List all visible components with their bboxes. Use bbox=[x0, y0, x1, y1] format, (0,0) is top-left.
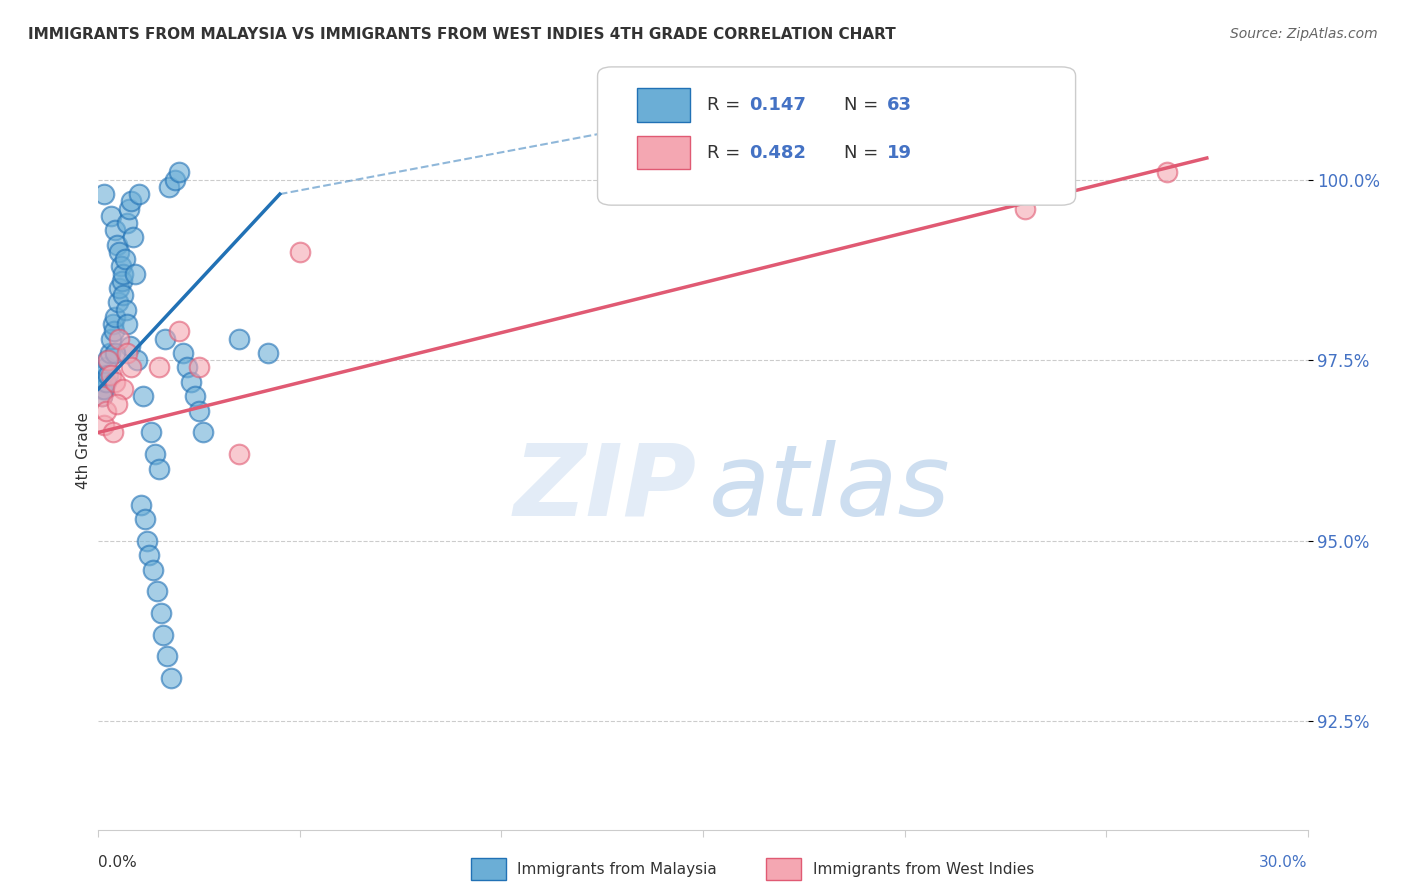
Point bbox=[97, 368, 120, 382]
Point bbox=[112, 288, 135, 302]
Point bbox=[107, 295, 129, 310]
Point bbox=[98, 346, 121, 360]
Text: ZIP: ZIP bbox=[515, 440, 697, 537]
Point bbox=[111, 274, 134, 288]
Y-axis label: 4th Grade: 4th Grade bbox=[76, 412, 91, 489]
Text: N =: N = bbox=[844, 144, 883, 161]
Point bbox=[103, 324, 125, 338]
Point bbox=[93, 382, 115, 396]
Point bbox=[152, 627, 174, 641]
Point bbox=[228, 447, 250, 461]
Text: R =: R = bbox=[707, 96, 747, 114]
Point bbox=[118, 339, 141, 353]
Point bbox=[193, 425, 215, 440]
Point bbox=[256, 346, 278, 360]
Point bbox=[100, 332, 122, 346]
Point bbox=[167, 165, 190, 179]
Point bbox=[148, 360, 170, 375]
Point bbox=[125, 353, 148, 368]
Point bbox=[107, 332, 129, 346]
Point bbox=[188, 403, 211, 417]
Text: Immigrants from Malaysia: Immigrants from Malaysia bbox=[517, 863, 717, 877]
Point bbox=[288, 244, 311, 259]
Point bbox=[115, 216, 138, 230]
Point bbox=[90, 382, 112, 396]
Point bbox=[124, 267, 146, 281]
Point bbox=[100, 368, 122, 382]
Point bbox=[138, 548, 160, 562]
Point bbox=[118, 202, 141, 216]
Text: Immigrants from West Indies: Immigrants from West Indies bbox=[813, 863, 1033, 877]
Point bbox=[120, 194, 142, 209]
Text: 30.0%: 30.0% bbox=[1260, 855, 1308, 870]
Point bbox=[180, 375, 202, 389]
Point bbox=[160, 671, 183, 685]
Text: 0.482: 0.482 bbox=[749, 144, 807, 161]
Point bbox=[135, 533, 157, 548]
Point bbox=[142, 563, 165, 577]
Point bbox=[143, 447, 166, 461]
Point bbox=[105, 237, 128, 252]
Point bbox=[93, 187, 115, 202]
Point bbox=[97, 353, 120, 368]
Point bbox=[184, 389, 207, 403]
Point bbox=[93, 418, 115, 433]
Point bbox=[153, 332, 176, 346]
Point bbox=[96, 403, 118, 417]
Point bbox=[111, 267, 134, 281]
Point bbox=[103, 375, 125, 389]
Point bbox=[103, 223, 125, 237]
Point bbox=[149, 606, 172, 620]
Point bbox=[117, 317, 139, 331]
Point bbox=[115, 346, 138, 360]
Point bbox=[108, 281, 131, 295]
Point bbox=[107, 244, 129, 259]
Point bbox=[114, 252, 136, 266]
Text: IMMIGRANTS FROM MALAYSIA VS IMMIGRANTS FROM WEST INDIES 4TH GRADE CORRELATION CH: IMMIGRANTS FROM MALAYSIA VS IMMIGRANTS F… bbox=[28, 27, 896, 42]
Text: atlas: atlas bbox=[709, 440, 950, 537]
Point bbox=[104, 346, 127, 360]
Point bbox=[89, 375, 111, 389]
Point bbox=[157, 180, 180, 194]
Point bbox=[146, 584, 169, 599]
Point bbox=[114, 302, 136, 317]
Point bbox=[91, 389, 114, 403]
Point bbox=[91, 389, 114, 403]
Point bbox=[176, 360, 198, 375]
Point bbox=[100, 209, 122, 223]
Text: N =: N = bbox=[844, 96, 883, 114]
Point bbox=[96, 353, 118, 368]
Text: 19: 19 bbox=[887, 144, 912, 161]
Point bbox=[105, 396, 128, 410]
Point bbox=[94, 360, 117, 375]
Point bbox=[167, 324, 190, 338]
Point bbox=[120, 360, 142, 375]
Point bbox=[1156, 165, 1178, 179]
Point bbox=[129, 498, 152, 512]
Point bbox=[101, 425, 124, 440]
Point bbox=[96, 375, 118, 389]
Point bbox=[132, 389, 155, 403]
Text: Source: ZipAtlas.com: Source: ZipAtlas.com bbox=[1230, 27, 1378, 41]
Text: R =: R = bbox=[707, 144, 747, 161]
Point bbox=[188, 360, 211, 375]
Point bbox=[110, 260, 132, 274]
Point bbox=[104, 310, 127, 324]
Point bbox=[111, 382, 134, 396]
Point bbox=[101, 317, 124, 331]
Point bbox=[121, 230, 143, 244]
Point bbox=[163, 172, 186, 186]
Point bbox=[1014, 202, 1036, 216]
Point bbox=[148, 461, 170, 475]
Point bbox=[156, 649, 179, 664]
Point bbox=[91, 368, 114, 382]
Text: 0.0%: 0.0% bbox=[98, 855, 138, 870]
Text: 63: 63 bbox=[887, 96, 912, 114]
Point bbox=[128, 187, 150, 202]
Point bbox=[134, 512, 156, 526]
Point bbox=[139, 425, 162, 440]
Text: 0.147: 0.147 bbox=[749, 96, 806, 114]
Point bbox=[228, 332, 250, 346]
Point bbox=[172, 346, 194, 360]
